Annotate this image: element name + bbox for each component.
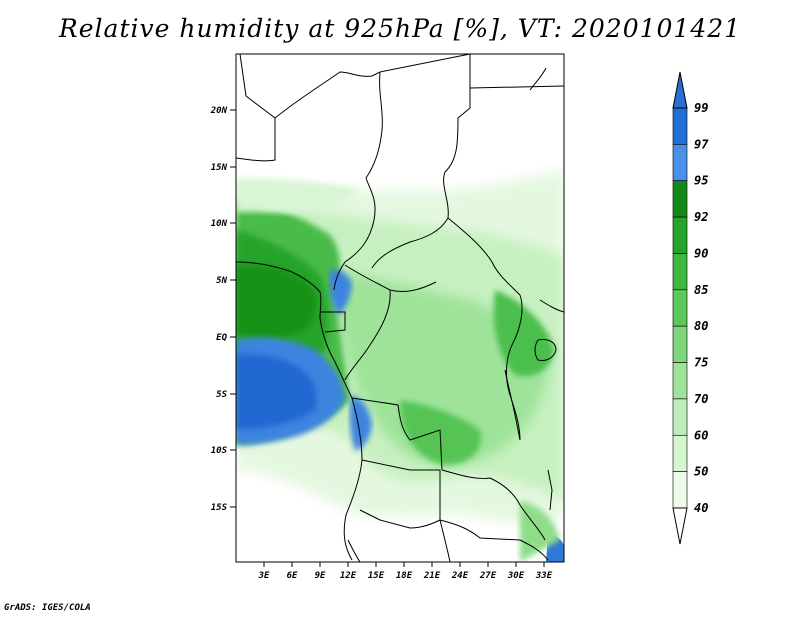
boundary-14 xyxy=(441,469,521,506)
lat-tick-label: 15S xyxy=(211,503,228,513)
colorbar-label: 95 xyxy=(694,174,708,188)
lake-victoria xyxy=(534,339,557,361)
colorbar-label: 85 xyxy=(694,283,708,297)
boundary-1 xyxy=(236,54,276,162)
lake-tanganyika xyxy=(504,369,521,441)
boundary-13 xyxy=(351,397,443,471)
boundary-6 xyxy=(333,219,375,291)
lake-malawi xyxy=(547,469,553,511)
rh-field-95-inland xyxy=(349,395,372,450)
colorbar-segment xyxy=(672,434,688,472)
boundary-7 xyxy=(371,217,449,269)
colorbar-segment xyxy=(672,398,688,436)
country-boundaries xyxy=(236,54,564,562)
boundary-5 xyxy=(469,85,564,89)
boundary-2 xyxy=(274,54,471,119)
colorbar-segments xyxy=(672,107,688,509)
colorbar-label: 50 xyxy=(694,465,708,479)
colorbar-label: 70 xyxy=(694,392,708,406)
map-title: Relative humidity at 925hPa [%], VT: 202… xyxy=(58,14,742,43)
colorbar-segment xyxy=(672,325,688,363)
boundary-19 xyxy=(439,519,451,562)
boundary-8 xyxy=(447,217,521,296)
colorbar-segment xyxy=(672,216,688,254)
colorbar-label: 90 xyxy=(694,246,708,260)
red-sea-coast xyxy=(529,67,547,91)
lat-tick-label: 15N xyxy=(211,163,228,173)
lon-tick-label: 9E xyxy=(315,571,326,581)
lon-tick-label: 33E xyxy=(535,571,553,581)
colorbar-label: 80 xyxy=(694,319,708,333)
colorbar-label: 92 xyxy=(694,210,708,224)
rh-field-85-se xyxy=(520,500,560,562)
colorbar-label: 40 xyxy=(694,501,708,515)
rh-field-95-coast xyxy=(329,269,352,315)
lat-tick-label: 5S xyxy=(216,390,227,400)
colorbar-segment xyxy=(672,253,688,291)
colorbar-segment xyxy=(672,471,688,509)
colorbar-segment xyxy=(672,144,688,182)
colorbar-label: 60 xyxy=(694,428,708,442)
rh-field-97 xyxy=(236,354,317,430)
lon-tick-label: 18E xyxy=(396,571,413,581)
colorbar-label: 99 xyxy=(694,101,708,115)
boundary-4 xyxy=(443,54,471,219)
grads-credit: GrADS: IGES/COLA xyxy=(4,603,91,613)
colorbar-label: 97 xyxy=(694,137,709,151)
boundary-15 xyxy=(359,459,441,529)
colorbar-segment xyxy=(672,289,688,327)
lon-axis: 3E 6E 9E 12E 15E 18E 21E 24E 27E 30E 33E xyxy=(258,562,553,581)
boundary-18 xyxy=(347,539,361,562)
lon-tick-label: 6E xyxy=(287,571,298,581)
lat-tick-label: 10S xyxy=(211,446,228,456)
lat-tick-label: EQ xyxy=(216,333,227,343)
boundary-16 xyxy=(439,519,549,561)
lon-tick-label: 21E xyxy=(423,571,441,581)
lon-tick-label: 12E xyxy=(340,571,357,581)
lat-tick-label: 20N xyxy=(210,106,228,116)
rh-field-60-north xyxy=(236,179,360,213)
colorbar-segment xyxy=(672,107,688,145)
lon-tick-label: 27E xyxy=(479,571,497,581)
rh-field-92 xyxy=(236,264,317,338)
lon-tick-label: 30E xyxy=(507,571,525,581)
colorbar: 99 97 95 92 90 85 80 75 70 60 50 40 xyxy=(672,71,709,545)
colorbar-segment xyxy=(672,180,688,218)
boundary-10 xyxy=(344,289,391,381)
boundary-3 xyxy=(365,71,383,221)
lon-tick-label: 3E xyxy=(258,571,270,581)
boundary-11 xyxy=(320,311,346,333)
colorbar-segment xyxy=(672,362,688,400)
lat-tick-label: 10N xyxy=(211,219,228,229)
lon-tick-label: 24E xyxy=(451,571,469,581)
lat-tick-label: 5N xyxy=(216,276,227,286)
lat-axis: 20N 15N 10N 5N EQ 5S 10S 15S xyxy=(210,106,236,513)
colorbar-bottom-arrow xyxy=(672,507,688,545)
lon-tick-label: 15E xyxy=(368,571,385,581)
boundary-17 xyxy=(519,504,546,541)
colorbar-top-arrow xyxy=(672,71,688,109)
boundary-12 xyxy=(506,294,523,441)
colorbar-label: 75 xyxy=(694,356,708,370)
boundary-20 xyxy=(539,299,564,313)
map-frame xyxy=(235,53,565,563)
colorbar-labels: 99 97 95 92 90 85 80 75 70 60 50 40 xyxy=(694,101,709,515)
humidity-field xyxy=(236,170,564,562)
coastline-west xyxy=(236,261,363,561)
